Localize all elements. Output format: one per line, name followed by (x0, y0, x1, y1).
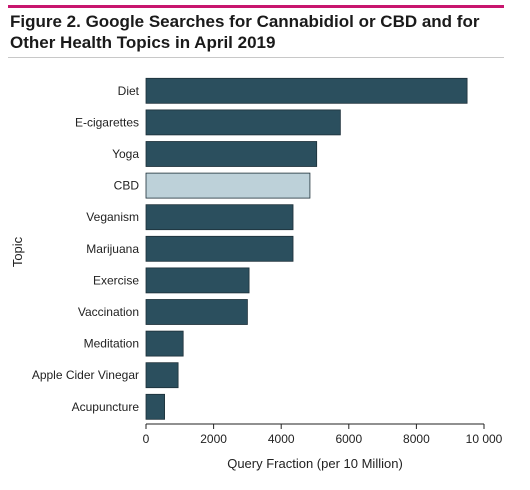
bars-group (145, 77, 468, 420)
category-label: CBD (114, 179, 140, 193)
category-label: Veganism (86, 210, 139, 224)
figure-title: Figure 2. Google Searches for Cannabidio… (10, 12, 480, 52)
category-label: Diet (118, 84, 140, 98)
accent-rule (8, 5, 504, 8)
category-label: Marijuana (86, 242, 139, 256)
title-divider (8, 57, 504, 58)
bar-yoga (145, 141, 318, 167)
category-label: E-cigarettes (75, 115, 139, 129)
y-axis-label: Topic (10, 236, 25, 267)
x-tick-label: 4000 (268, 432, 295, 446)
bar-meditation (145, 330, 184, 357)
bar-marijuana (145, 235, 294, 262)
category-label: Exercise (93, 273, 139, 287)
category-label: Yoga (112, 147, 139, 161)
x-tick-label: 10 000 (466, 432, 503, 446)
x-tick-label: 0 (143, 432, 150, 446)
category-label: Apple Cider Vinegar (32, 368, 139, 382)
bar-e-cigarettes (145, 109, 341, 136)
category-label: Vaccination (78, 305, 139, 319)
bar-cbd (145, 172, 311, 199)
category-label: Acupuncture (72, 400, 140, 414)
bar-veganism (145, 204, 294, 231)
x-tick-label: 2000 (200, 432, 227, 446)
category-label: Meditation (84, 337, 139, 351)
bar-vaccination (145, 299, 248, 325)
x-axis-ticks: 0 2000 4000 6000 8000 10 000 (143, 424, 503, 446)
category-labels: Diet E-cigarettes Yoga CBD Veganism Marijuana… (32, 84, 140, 414)
x-tick-label: 6000 (335, 432, 362, 446)
bar-acupuncture (145, 393, 165, 420)
x-tick-label: 8000 (403, 432, 430, 446)
bar-diet (145, 77, 468, 104)
x-axis-label: Query Fraction (per 10 Million) (227, 456, 403, 471)
bar-exercise (145, 267, 250, 294)
bar-apple-cider-vinegar (145, 362, 179, 389)
